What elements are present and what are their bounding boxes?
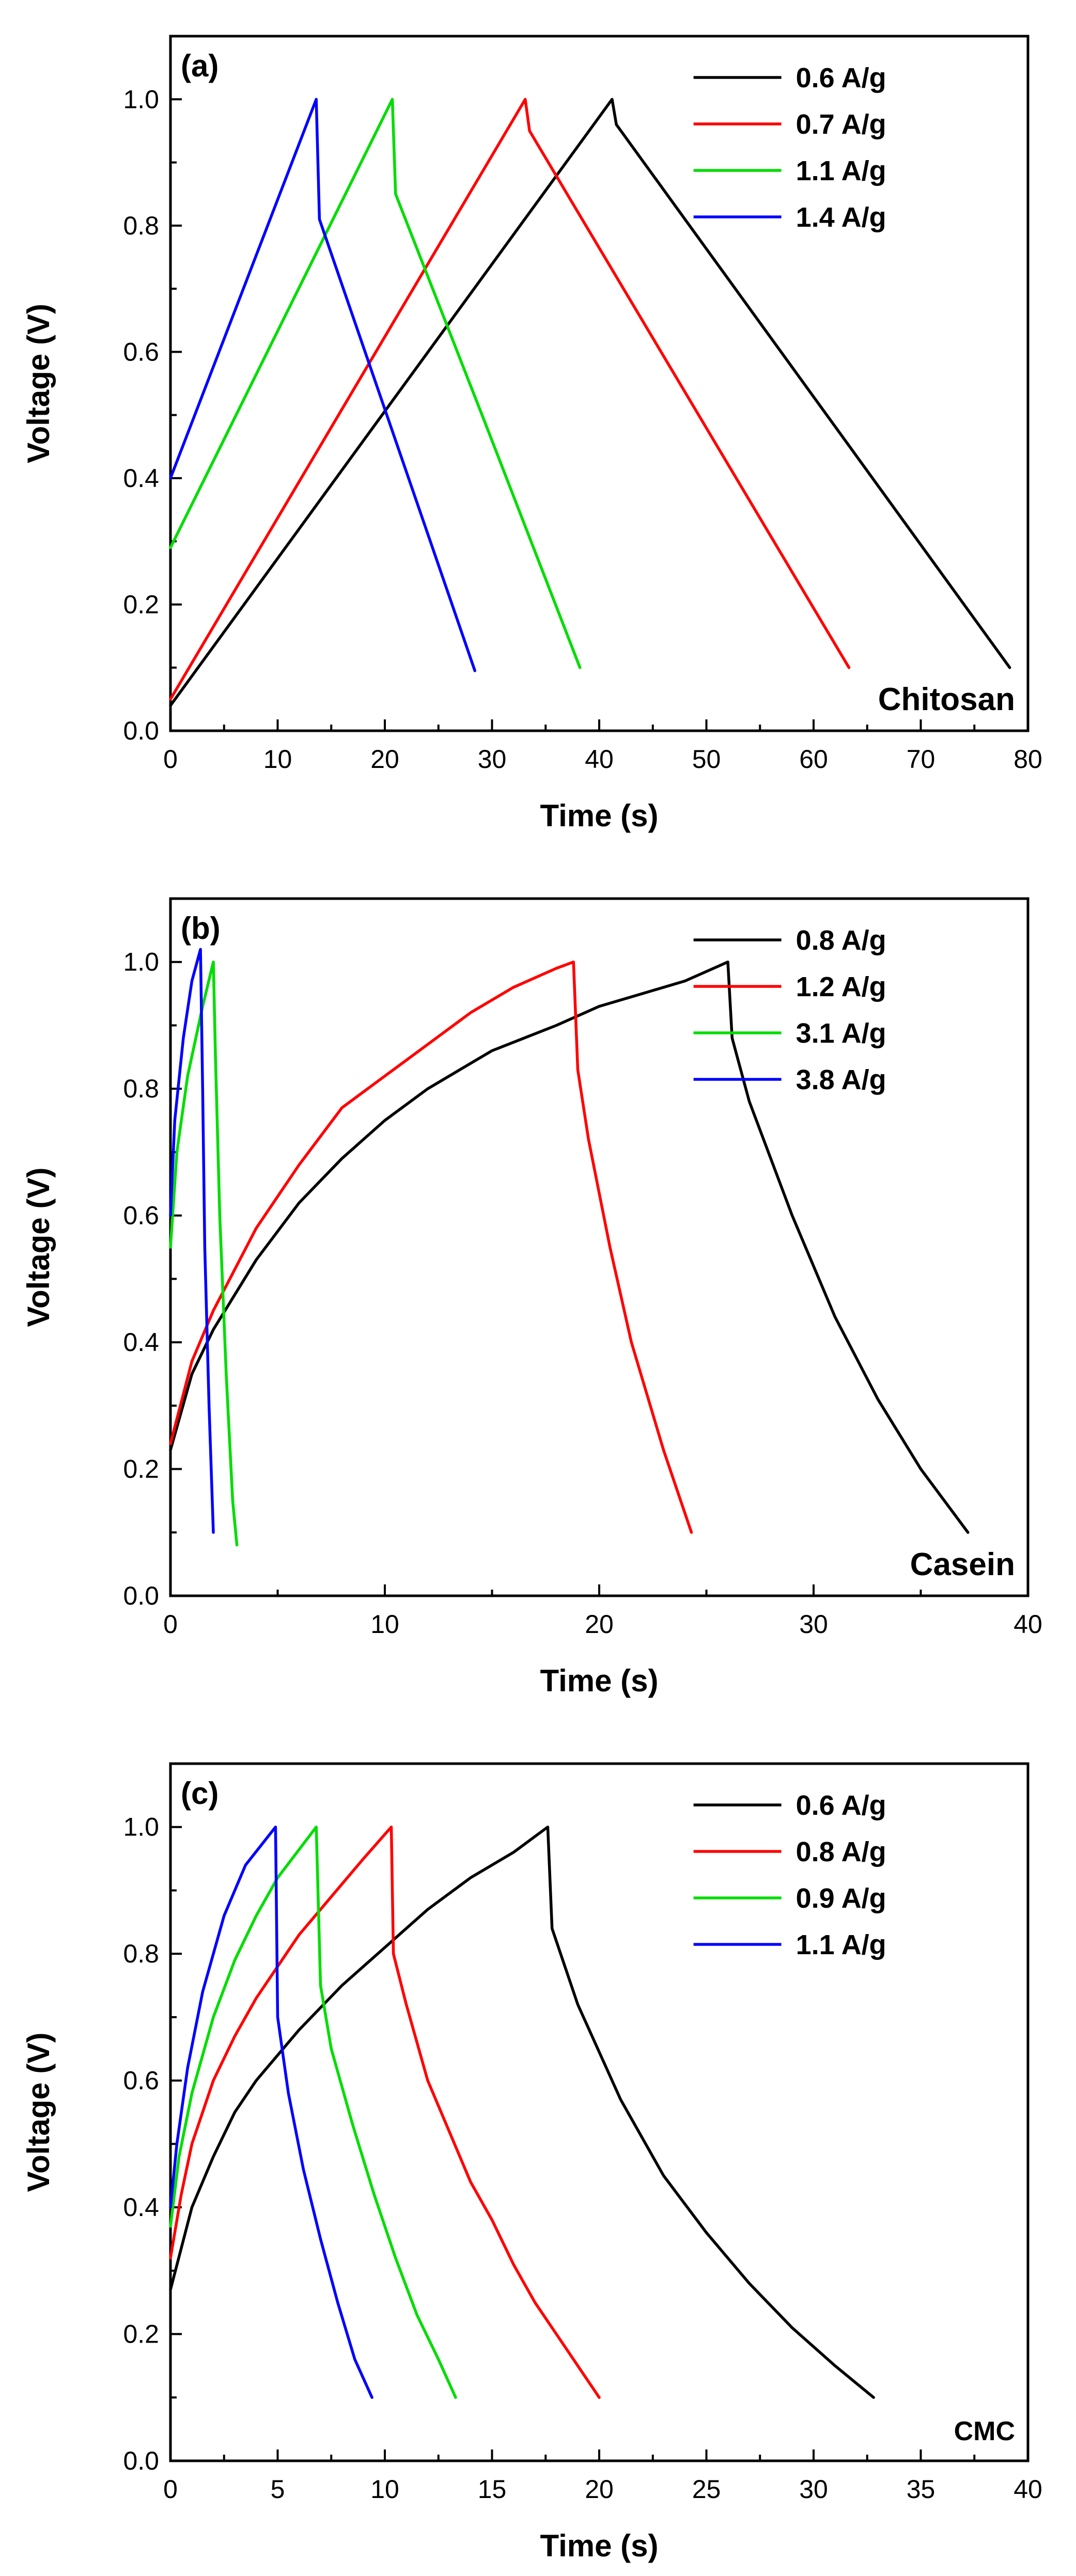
series-line [169,960,970,1534]
x-tick-label: 35 [907,2475,935,2504]
y-tick-label: 0.0 [123,716,159,745]
chart-panel: 0.0 0.2 0.4 0.6 0.8 1.0 0 5 10 15 20 25 30 35 40 Time (… [21,1762,1042,2563]
y-tick-label: 0.8 [123,211,159,240]
legend-label: 3.8 A/g [796,1064,886,1095]
plot-frame [169,897,1030,1597]
y-tick-label: 0.2 [123,1455,159,1484]
legend-label: 0.8 A/g [796,925,886,956]
legend-label: 0.6 A/g [796,62,886,93]
x-tick-label: 30 [799,2475,828,2504]
series-line [169,960,693,1534]
x-tick-label: 5 [271,2475,285,2504]
y-tick-label: 0.8 [123,1074,159,1103]
series-line [169,1825,457,2399]
x-tick-label: 80 [1013,745,1042,774]
x-axis-title: Time (s) [540,798,659,833]
series-line [169,98,1011,707]
x-axis-title: Time (s) [540,1663,659,1698]
legend-label: 1.4 A/g [796,202,886,233]
y-tick-label: 0.6 [123,2066,159,2095]
series-line [169,960,239,1547]
legend-label: 0.6 A/g [796,1790,886,1821]
series-line [169,948,215,1534]
x-tick-label: 30 [478,745,507,774]
panel-label: (b) [181,911,221,946]
y-axis-title: Voltage (V) [21,2033,56,2192]
x-tick-label: 40 [1013,2475,1042,2504]
x-tick-label: 25 [692,2475,721,2504]
y-tick-label: 0.6 [123,1201,159,1230]
y-tick-label: 0.8 [123,1939,159,1968]
x-tick-label: 40 [1013,1610,1042,1639]
panel-label: (c) [181,1776,219,1811]
x-tick-label: 40 [585,745,614,774]
x-tick-label: 70 [907,745,935,774]
y-tick-label: 0.2 [123,2320,159,2349]
x-tick-label: 30 [799,1610,828,1639]
legend-label: 0.7 A/g [796,109,886,140]
legend-label: 1.2 A/g [796,971,886,1002]
x-tick-label: 0 [163,1610,178,1639]
series-line [169,98,582,669]
y-tick-label: 0.0 [123,1581,159,1610]
x-tick-label: 20 [585,1610,614,1639]
material-label: CMC [954,2416,1015,2446]
plot-frame [169,1762,1030,2462]
x-tick-label: 10 [370,2475,399,2504]
x-tick-label: 20 [585,2475,614,2504]
y-tick-label: 0.4 [123,464,159,493]
x-tick-label: 15 [478,2475,507,2504]
series-line [169,1825,875,2399]
chart-panel: 0.0 0.2 0.4 0.6 0.8 1.0 0 10 20 30 40 Time (s) Volta… [21,897,1042,1698]
x-tick-label: 50 [692,745,721,774]
y-tick-label: 0.2 [123,590,159,619]
y-axis-title: Voltage (V) [21,1168,56,1327]
panel-label: (a) [181,49,219,83]
material-label: Chitosan [878,682,1015,717]
x-tick-label: 20 [370,745,399,774]
x-tick-label: 0 [163,745,178,774]
x-tick-label: 10 [370,1610,399,1639]
material-label: Casein [910,1547,1015,1582]
series-line [169,98,851,701]
legend-label: 1.1 A/g [796,1929,886,1960]
y-tick-label: 1.0 [123,1813,159,1842]
legend-label: 0.9 A/g [796,1883,886,1914]
legend-label: 1.1 A/g [796,155,886,186]
y-tick-label: 1.0 [123,948,159,977]
y-tick-label: 1.0 [123,85,159,114]
y-tick-label: 0.4 [123,1328,159,1357]
x-tick-label: 0 [163,2475,178,2504]
x-tick-label: 10 [263,745,292,774]
series-line [169,98,477,672]
legend-label: 3.1 A/g [796,1018,886,1049]
series-line [169,1825,601,2399]
legend-label: 0.8 A/g [796,1836,886,1867]
series-line [169,1825,373,2399]
y-axis-title: Voltage (V) [21,304,56,463]
y-tick-label: 0.4 [123,2193,159,2222]
y-tick-label: 0.6 [123,337,159,366]
x-tick-label: 60 [799,745,828,774]
x-axis-title: Time (s) [540,2528,659,2563]
chart-panel: 0.0 0.2 0.4 0.6 0.8 1.0 0 10 20 30 40 50 60 70 80 Time … [21,35,1042,833]
y-tick-label: 0.0 [123,2446,159,2475]
